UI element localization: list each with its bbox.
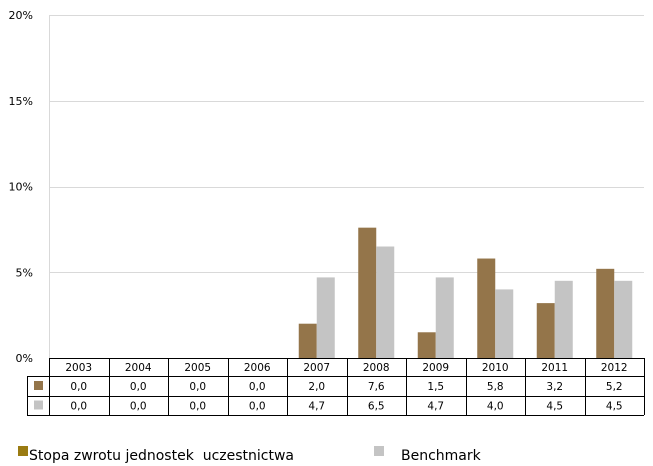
data-label: 4,5 (546, 401, 563, 413)
data-label: 2,0 (308, 381, 325, 393)
data-label: 4,0 (487, 401, 504, 413)
x-tick-label: 2005 (184, 362, 211, 374)
x-tick-label: 2011 (541, 362, 568, 374)
bar-fund (536, 303, 555, 358)
bar-fund (477, 258, 496, 358)
y-axis-ticks: 0% 5% 10% 15% 20% (9, 9, 33, 365)
bars (298, 227, 633, 358)
y-tick-label: 10% (9, 181, 33, 194)
data-label: 0,0 (249, 401, 266, 413)
data-label: 3,2 (546, 381, 563, 393)
y-tick-label: 0% (16, 352, 33, 365)
data-label: 5,8 (487, 381, 504, 393)
bar-benchmark (376, 246, 395, 358)
x-tick-label: 2012 (601, 362, 628, 374)
data-label: 0,0 (189, 401, 206, 413)
data-label: 0,0 (189, 381, 206, 393)
legend-marker (374, 446, 384, 456)
data-label: 0,0 (70, 381, 87, 393)
data-label: 1,5 (427, 381, 444, 393)
bar-fund (358, 227, 377, 358)
legend-marker (18, 446, 28, 456)
x-tick-label: 2010 (482, 362, 509, 374)
bar-benchmark (316, 277, 335, 358)
table-series-key (34, 381, 43, 390)
bar-fund (298, 323, 317, 358)
bar-benchmark (495, 289, 514, 358)
bar-fund (417, 332, 436, 358)
x-tick-label: 2008 (363, 362, 390, 374)
data-label: 4,5 (606, 401, 623, 413)
data-label: 6,5 (368, 401, 385, 413)
data-label: 0,0 (70, 401, 87, 413)
x-tick-label: 2009 (422, 362, 449, 374)
x-tick-label: 2006 (244, 362, 271, 374)
data-label: 4,7 (427, 401, 444, 413)
data-label: 7,6 (368, 381, 385, 393)
bar-benchmark (554, 280, 573, 358)
data-label: 0,0 (249, 381, 266, 393)
data-label: 0,0 (130, 381, 147, 393)
data-table: 2003 2004 2005 2006 2007 2008 2009 2010 2011 2012… (27, 358, 645, 416)
bar-fund (596, 268, 615, 358)
x-tick-label: 2003 (65, 362, 92, 374)
y-tick-label: 20% (9, 9, 33, 22)
data-label: 0,0 (130, 401, 147, 413)
y-tick-label: 5% (16, 266, 33, 279)
legend-label: Stopa zwrotu jednostek uczestnictwa (29, 448, 294, 464)
gridlines (49, 15, 644, 358)
data-label: 5,2 (606, 381, 623, 393)
data-label: 4,7 (308, 401, 325, 413)
bar-benchmark (614, 280, 633, 358)
legend: Stopa zwrotu jednostek uczestnictwa Bench… (18, 446, 482, 464)
table-series-key (34, 400, 43, 410)
bar-benchmark (435, 277, 454, 358)
x-tick-label: 2007 (303, 362, 330, 374)
y-tick-label: 15% (9, 95, 33, 108)
legend-label: Benchmark (401, 448, 482, 464)
x-tick-label: 2004 (125, 362, 152, 374)
